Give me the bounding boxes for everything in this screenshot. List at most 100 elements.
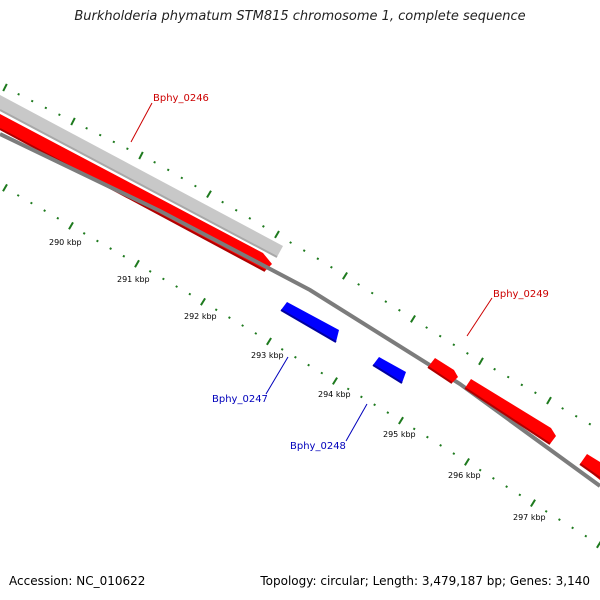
accession-text: Accession: NC_010622 xyxy=(9,574,146,588)
tick-label-295: 295 kbp xyxy=(383,430,416,439)
minor-tick xyxy=(452,452,456,456)
minor-tick xyxy=(234,208,238,212)
minor-tick xyxy=(558,518,561,522)
minor-tick xyxy=(439,443,442,447)
minor-tick xyxy=(534,391,537,395)
feature-band xyxy=(0,95,283,257)
minor-tick xyxy=(17,92,20,96)
major-tick xyxy=(2,83,8,92)
minor-tick xyxy=(302,249,306,253)
major-tick xyxy=(398,416,404,425)
minor-tick xyxy=(44,106,48,110)
minor-tick xyxy=(425,326,428,329)
minor-tick xyxy=(360,395,363,399)
minor-tick xyxy=(188,292,192,296)
tick-label-293: 293 kbp xyxy=(251,351,284,360)
sequence-summary: Topology: circular; Length: 3,479,187 bp… xyxy=(260,574,590,588)
feature-band-edge xyxy=(0,109,278,258)
tick-label-297: 297 kbp xyxy=(513,513,546,522)
major-tick xyxy=(200,297,206,306)
gene-bphy-0248[interactable] xyxy=(373,357,406,383)
leader-bphy-0247 xyxy=(265,356,289,395)
minor-tick xyxy=(466,351,469,355)
minor-tick xyxy=(571,526,574,530)
minor-tick xyxy=(262,225,265,228)
minor-tick xyxy=(248,216,252,220)
major-tick xyxy=(68,221,74,230)
gene-bphy-0248-edge xyxy=(372,364,403,384)
major-tick xyxy=(2,183,8,192)
minor-tick xyxy=(153,160,156,164)
minor-tick xyxy=(294,355,297,359)
minor-tick xyxy=(561,407,564,410)
tick-label-290: 290 kbp xyxy=(49,238,82,247)
minor-tick xyxy=(316,257,320,261)
minor-tick xyxy=(386,411,390,415)
minor-tick xyxy=(544,509,548,513)
minor-tick xyxy=(506,375,510,379)
tick-label-291: 291 kbp xyxy=(117,275,150,284)
minor-tick xyxy=(426,435,429,439)
minor-tick xyxy=(357,283,360,286)
major-tick xyxy=(332,377,338,385)
minor-tick xyxy=(254,332,258,335)
major-tick xyxy=(478,357,484,366)
major-tick xyxy=(530,499,536,508)
minor-tick xyxy=(588,422,592,426)
major-tick xyxy=(138,151,144,160)
label-bphy-0247: Bphy_0247 xyxy=(212,394,268,405)
minor-tick xyxy=(280,347,284,351)
minor-tick xyxy=(43,209,46,213)
minor-tick xyxy=(320,371,324,375)
minor-tick xyxy=(148,269,152,273)
minor-tick xyxy=(520,383,524,387)
minor-tick xyxy=(112,140,116,144)
minor-tick xyxy=(82,232,86,235)
minor-tick xyxy=(370,291,374,295)
gene-bphy-0247[interactable] xyxy=(281,302,339,342)
minor-tick xyxy=(584,534,588,538)
minor-tick xyxy=(412,427,416,431)
minor-tick xyxy=(452,343,456,347)
minor-tick xyxy=(109,247,112,250)
minor-tick xyxy=(307,363,310,367)
minor-tick xyxy=(162,277,165,281)
minor-tick xyxy=(180,176,184,180)
minor-tick xyxy=(221,200,224,204)
tick-label-294: 294 kbp xyxy=(318,390,351,399)
major-tick xyxy=(596,540,600,549)
minor-tick xyxy=(505,485,508,489)
leader-bphy-0246 xyxy=(130,102,153,143)
label-bphy-0249: Bphy_0249 xyxy=(493,289,549,300)
major-tick xyxy=(342,271,348,280)
minor-tick xyxy=(398,308,401,312)
minor-tick xyxy=(493,367,496,371)
major-tick xyxy=(134,259,140,268)
minor-tick xyxy=(30,99,34,103)
outer-tick-track xyxy=(2,83,592,426)
gene-bphy-0249-edge xyxy=(464,387,551,445)
label-bphy-0246: Bphy_0246 xyxy=(153,93,209,104)
major-tick xyxy=(266,337,272,346)
gene-forward-small[interactable] xyxy=(428,358,458,383)
minor-tick xyxy=(492,476,495,480)
gene-bphy-0249[interactable] xyxy=(465,379,556,444)
major-tick xyxy=(70,117,76,126)
gene-bphy-0247-edge xyxy=(280,309,337,343)
tick-label-296: 296 kbp xyxy=(448,471,481,480)
major-tick xyxy=(410,314,416,323)
gene-bphy-0246[interactable] xyxy=(0,114,272,271)
minor-tick xyxy=(373,403,376,407)
gene-bphy-0246-edge xyxy=(0,128,266,272)
minor-tick xyxy=(574,414,578,418)
minor-tick xyxy=(16,194,20,197)
minor-tick xyxy=(85,126,88,130)
major-tick xyxy=(274,230,280,239)
minor-tick xyxy=(166,168,170,172)
minor-tick xyxy=(194,184,197,188)
minor-tick xyxy=(58,113,61,117)
minor-tick xyxy=(241,324,244,327)
minor-tick xyxy=(478,468,482,472)
minor-tick xyxy=(98,133,102,137)
